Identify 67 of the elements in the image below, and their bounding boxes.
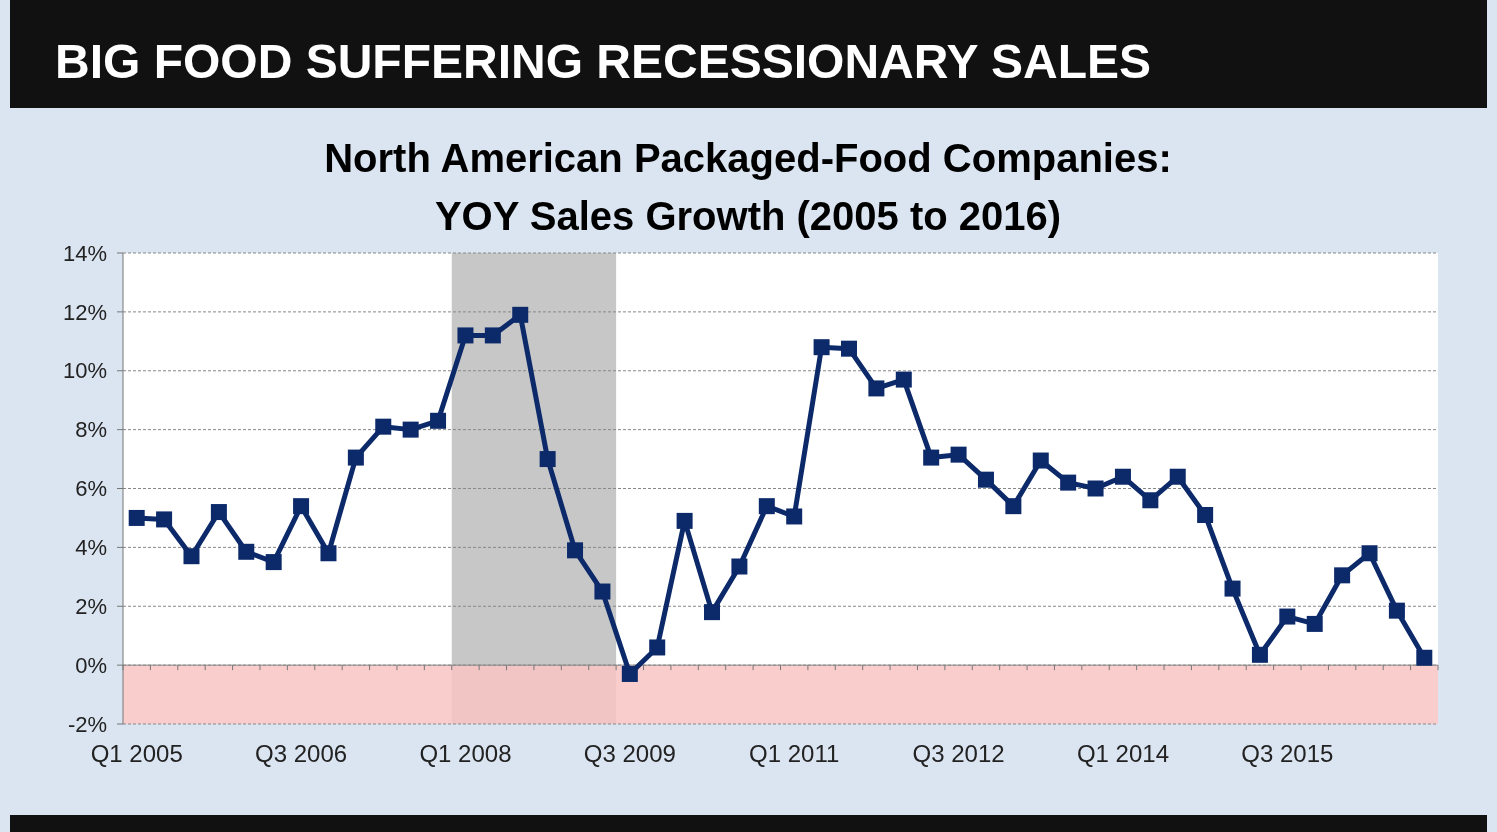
point	[1060, 474, 1077, 491]
point	[649, 639, 666, 656]
point	[210, 504, 227, 521]
y-tick-label: 14%	[62, 240, 107, 266]
point	[594, 583, 611, 600]
point	[265, 554, 282, 571]
point	[567, 542, 584, 559]
point	[156, 511, 173, 528]
x-tick-label: Q3 2012	[912, 740, 1005, 767]
y-tick-label: 2%	[75, 593, 107, 619]
point	[676, 512, 693, 529]
point	[977, 471, 994, 488]
point	[840, 340, 857, 357]
point	[1114, 468, 1131, 485]
point	[621, 665, 638, 682]
point	[402, 421, 419, 438]
point	[128, 509, 145, 526]
y-tick-label: -2%	[67, 711, 107, 737]
point	[430, 412, 447, 429]
y-tick-label: 12%	[62, 299, 107, 325]
point	[786, 508, 803, 525]
point	[320, 545, 337, 562]
point	[238, 543, 255, 560]
point	[1279, 608, 1296, 625]
x-tick-label: Q1 2014	[1076, 740, 1169, 767]
x-tick-label: Q1 2008	[419, 740, 512, 767]
point	[704, 604, 721, 621]
point	[1032, 452, 1049, 469]
point	[1005, 498, 1022, 515]
x-tick-label: Q3 2006	[255, 740, 348, 767]
point	[1087, 480, 1104, 497]
point	[375, 418, 392, 435]
point	[539, 451, 556, 468]
point	[758, 498, 775, 515]
y-tick-label: 4%	[75, 535, 107, 561]
y-tick-label: 0%	[75, 652, 107, 678]
point	[457, 327, 474, 344]
point	[1251, 646, 1268, 663]
point	[868, 380, 885, 397]
point	[1224, 580, 1241, 597]
point	[1388, 602, 1405, 619]
point	[895, 371, 912, 388]
point	[1197, 506, 1214, 523]
point	[484, 327, 501, 344]
point	[950, 446, 967, 463]
point	[1169, 468, 1186, 485]
point	[183, 548, 200, 565]
point	[1334, 567, 1351, 584]
point	[1306, 615, 1323, 632]
point	[1361, 545, 1378, 562]
x-tick-label: Q1 2005	[90, 740, 183, 767]
point	[512, 306, 529, 323]
x-tick-label: Q1 2011	[749, 740, 840, 767]
x-tick-label: Q3 2015	[1241, 740, 1334, 767]
y-tick-label: 8%	[75, 417, 107, 443]
y-tick-label: 6%	[75, 476, 107, 502]
x-tick-label: Q3 2009	[583, 740, 676, 767]
point	[813, 339, 830, 356]
chart-subtitle: North American Packaged-Food Companies: YOY Sales Growth (2005 to 2016)	[324, 136, 1172, 238]
point	[293, 498, 310, 515]
point	[1416, 649, 1433, 666]
y-tick-label: 10%	[62, 358, 107, 384]
point	[1142, 492, 1159, 509]
chart-title: BIG FOOD SUFFERING RECESSIONARY SALES	[55, 35, 1152, 88]
point	[731, 558, 748, 575]
point	[923, 449, 940, 466]
point	[347, 449, 364, 466]
